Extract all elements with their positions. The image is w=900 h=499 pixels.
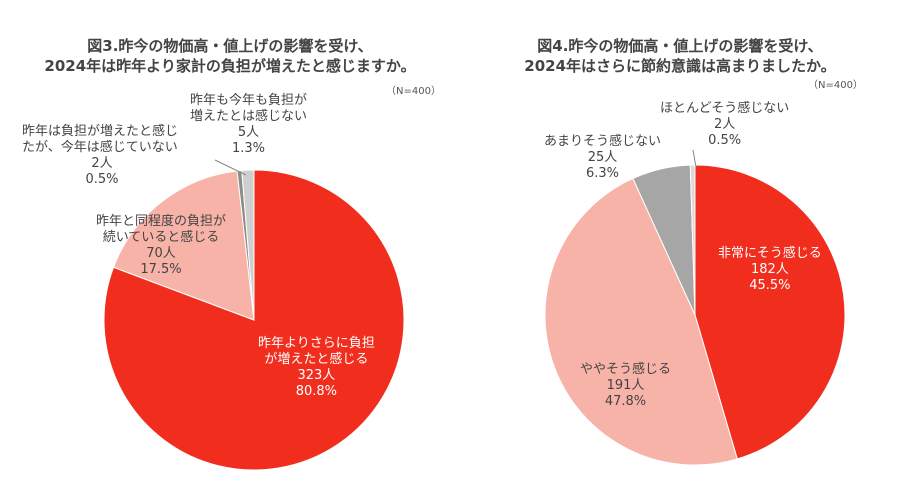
slice-count: 2人 <box>91 156 113 171</box>
slice-label-line: 昨年よりさらに負担 <box>258 336 375 351</box>
chart-title: 図3.昨今の物価高・値上げの影響を受け、 2024年は昨年より家計の負担が増えた… <box>0 36 460 76</box>
slice-label-line: あまりそう感じない <box>544 134 662 149</box>
slice-label-line: 昨年と同程度の負担が <box>96 214 227 229</box>
slice-label: 非常にそう感じる 182人 45.5% <box>718 246 822 294</box>
pie-slice-1 <box>112 170 255 321</box>
slice-count: 182人 <box>750 262 789 277</box>
slice-label-line: 昨年は負担が増えたと感じ <box>22 124 179 139</box>
slice-count: 191人 <box>606 378 645 393</box>
title-line: 2024年は昨年より家計の負担が増えたと感じますか。 <box>44 57 416 75</box>
slice-percent: 0.5% <box>85 172 119 187</box>
sample-size-label: （N=400） <box>808 80 863 91</box>
pie-chart <box>544 149 846 466</box>
pie-slice-3 <box>689 164 696 316</box>
slice-percent: 17.5% <box>140 262 182 277</box>
title-line: 図4.昨今の物価高・値上げの影響を受け、 <box>537 37 823 55</box>
slice-label: あまりそう感じない 25人 6.3% <box>544 134 661 182</box>
leader-line <box>214 159 247 176</box>
slice-label: ややそう感じる 191人 47.8% <box>580 362 671 410</box>
slice-count: 25人 <box>587 150 618 165</box>
slice-label-line: が増えたと感じる <box>264 352 369 367</box>
sample-size-label: （N=400） <box>386 86 441 97</box>
pie-slice-0 <box>694 164 846 460</box>
slice-label-line: 非常にそう感じる <box>718 246 822 261</box>
slice-label-line: 昨年も今年も負担が <box>190 93 308 108</box>
slice-label: 昨年よりさらに負担 が増えたと感じる 323人 80.8% <box>258 336 375 400</box>
chart-title: 図4.昨今の物価高・値上げの影響を受け、 2024年はさらに節約意識は高まりまし… <box>460 36 900 76</box>
slice-percent: 80.8% <box>295 384 338 399</box>
slice-percent: 45.5% <box>749 278 791 293</box>
chart-fig4: 図4.昨今の物価高・値上げの影響を受け、 2024年はさらに節約意識は高まりまし… <box>460 0 900 499</box>
slice-label-line: ほとんどそう感じない <box>660 101 790 116</box>
slice-percent: 1.3% <box>231 141 266 156</box>
slice-label-line: ややそう感じる <box>580 362 672 377</box>
slice-label: ほとんどそう感じない 2人 0.5% <box>660 101 789 149</box>
chart-fig3: 図3.昨今の物価高・値上げの影響を受け、 2024年は昨年より家計の負担が増えた… <box>0 36 460 471</box>
slice-count: 70人 <box>146 246 176 261</box>
leader-line <box>692 149 697 168</box>
slice-percent: 47.8% <box>604 394 647 409</box>
slice-count: 2人 <box>713 117 736 132</box>
slice-count: 5人 <box>237 125 260 140</box>
slice-label: 昨年は負担が増えたと感じ たが、今年は感じていない 2人 0.5% <box>22 124 182 188</box>
slice-percent: 0.5% <box>708 133 742 148</box>
pie-slice-1 <box>544 177 738 466</box>
slice-label: 昨年も今年も負担が 増えたとは感じない 5人 1.3% <box>190 93 307 157</box>
slice-label: 昨年と同程度の負担が 続いていると感じる 70人 17.5% <box>96 214 226 278</box>
title-line: 2024年はさらに節約意識は高まりましたか。 <box>524 57 836 75</box>
slice-label-line: たが、今年は感じていない <box>22 140 178 155</box>
slice-count: 323人 <box>297 368 336 383</box>
pie-slice-3 <box>241 169 255 321</box>
title-line: 図3.昨今の物価高・値上げの影響を受け、 <box>87 37 373 55</box>
slice-label-line: 続いていると感じる <box>102 230 220 245</box>
slice-label-line: 増えたとは感じない <box>190 109 308 124</box>
slice-percent: 6.3% <box>585 166 620 181</box>
pie-chart <box>103 159 405 471</box>
